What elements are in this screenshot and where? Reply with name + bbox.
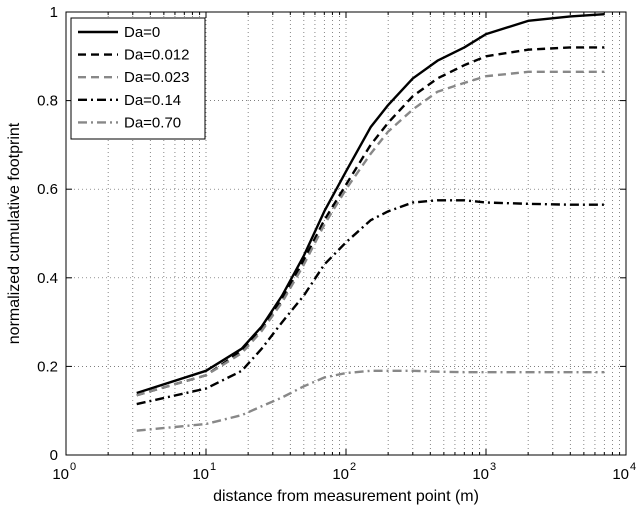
legend-label: Da=0.023 bbox=[124, 69, 189, 86]
y-axis-label: normalized cumulative footprint bbox=[6, 122, 23, 344]
x-tick-exponent: 1 bbox=[210, 461, 216, 473]
x-tick-label: 10 2 bbox=[332, 461, 356, 483]
x-tick-base: 10 bbox=[472, 466, 489, 483]
x-tick-exponent: 4 bbox=[630, 461, 636, 473]
series-line-0 bbox=[136, 13, 605, 395]
x-tick-label: 10 0 bbox=[52, 461, 76, 483]
x-tick-base: 10 bbox=[52, 466, 69, 483]
y-tick-label: 0.6 bbox=[37, 181, 58, 198]
x-tick-label: 10 1 bbox=[192, 461, 216, 483]
x-tick-base: 10 bbox=[192, 466, 209, 483]
series-line-2 bbox=[136, 70, 605, 397]
y-tick-label: 0 bbox=[50, 447, 58, 464]
y-tick-label: 0.2 bbox=[37, 358, 58, 375]
x-axis-label: distance from measurement point (m) bbox=[213, 488, 479, 505]
x-tick-base: 10 bbox=[612, 466, 629, 483]
grid-layer bbox=[66, 12, 626, 455]
legend-label: Da=0 bbox=[124, 24, 160, 41]
x-tick-label: 10 4 bbox=[612, 461, 636, 483]
series-layer bbox=[136, 13, 605, 432]
x-tick-label: 10 3 bbox=[472, 461, 496, 483]
legend-box bbox=[70, 17, 206, 140]
legend-label: Da=0.14 bbox=[124, 92, 181, 109]
legend: Da=0 Da=0.012 Da=0.023 Da=0.14 Da=0.70 bbox=[70, 17, 206, 140]
series-line-4 bbox=[136, 369, 605, 432]
x-tick-exponent: 0 bbox=[70, 461, 76, 473]
x-tick-exponent: 2 bbox=[350, 461, 356, 473]
x-tick-base: 10 bbox=[332, 466, 349, 483]
y-tick-label: 0.4 bbox=[37, 270, 58, 287]
ticks-layer: 10 0 10 1 10 2 10 3 10 400.20.40.60.81 bbox=[37, 4, 636, 483]
y-tick-label: 1 bbox=[50, 4, 58, 21]
x-tick-exponent: 3 bbox=[490, 461, 496, 473]
legend-label: Da=0.70 bbox=[124, 114, 181, 131]
y-tick-label: 0.8 bbox=[37, 93, 58, 110]
series-line-3 bbox=[136, 199, 605, 406]
series-line-1 bbox=[136, 46, 605, 397]
legend-label: Da=0.012 bbox=[124, 47, 189, 64]
